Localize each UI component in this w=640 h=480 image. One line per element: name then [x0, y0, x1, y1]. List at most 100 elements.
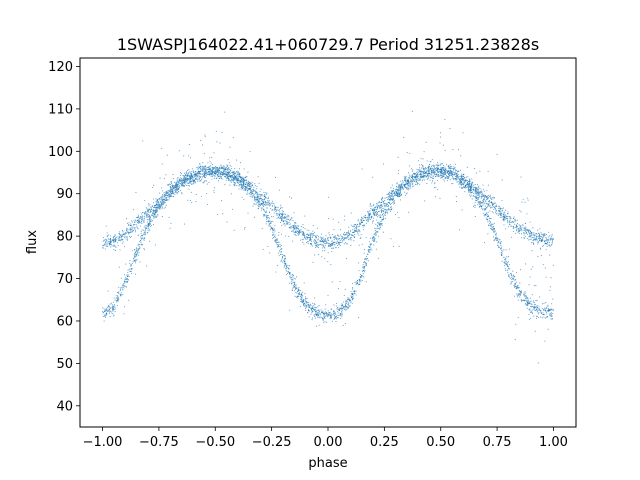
series-1-point: [479, 205, 481, 207]
series-2-point: [279, 216, 281, 218]
series-2-point: [255, 196, 257, 198]
series-2-point: [122, 241, 124, 243]
series-1-point: [362, 266, 364, 268]
series-1-point: [134, 256, 136, 258]
series-2-point: [120, 237, 122, 239]
series-2-point: [467, 176, 469, 178]
series-2-point: [216, 167, 218, 169]
series-1-point: [351, 302, 353, 304]
series-1-point: [349, 300, 351, 302]
series-1-point: [467, 187, 470, 189]
series-1-point: [238, 168, 240, 170]
series-2-point: [147, 209, 149, 211]
series-2-point: [399, 192, 402, 194]
series-1-point: [286, 273, 289, 275]
series-2-point: [506, 212, 508, 215]
series-1-point: [437, 188, 439, 191]
series-2-point: [357, 226, 359, 228]
series-1-point: [482, 209, 484, 211]
series-1-point: [479, 196, 481, 198]
series-2-point: [204, 168, 206, 170]
series-1-point: [426, 183, 428, 185]
series-1-point: [419, 169, 421, 171]
series-1-point: [451, 177, 453, 179]
series-1-point: [341, 314, 343, 316]
series-1-point: [479, 200, 481, 202]
series-1-point: [236, 185, 238, 187]
series-2-point: [472, 188, 474, 191]
series-1-point: [363, 265, 365, 267]
series-2-point: [489, 194, 492, 196]
series-2-point: [130, 236, 132, 238]
series-1-point: [143, 237, 145, 239]
series-1-point: [550, 316, 552, 318]
series-2-point: [177, 191, 179, 193]
series-2-point: [267, 198, 269, 200]
series-1-point: [445, 177, 447, 180]
series-1-point: [271, 228, 273, 230]
series-2-point: [135, 217, 137, 219]
series-2-point: [285, 220, 287, 222]
series-1-point: [354, 292, 356, 294]
series-2-point: [186, 181, 188, 183]
series-2-point: [308, 241, 310, 243]
series-1-point: [243, 228, 246, 230]
series-2-point: [273, 209, 275, 211]
series-1-point: [132, 258, 135, 260]
series-2-point: [391, 194, 393, 196]
series-1-point: [463, 181, 465, 183]
series-1-point: [325, 311, 327, 313]
series-2-point: [124, 234, 126, 236]
series-2-point: [138, 221, 140, 223]
series-2-point: [462, 178, 465, 180]
series-2-point: [287, 218, 290, 220]
series-1-point: [268, 224, 270, 226]
series-1-point: [523, 299, 525, 301]
series-2-point: [331, 233, 333, 236]
series-1-point: [228, 162, 230, 164]
series-2-point: [495, 209, 497, 212]
series-2-point: [436, 173, 438, 175]
series-2-point: [357, 219, 359, 221]
series-2-point: [429, 161, 431, 163]
series-1-point: [365, 262, 367, 264]
series-2-point: [456, 172, 458, 175]
series-1-point: [540, 309, 542, 312]
series-1-point: [533, 303, 535, 305]
series-2-point: [231, 167, 233, 169]
series-2-point: [130, 230, 132, 232]
series-1-point: [118, 293, 120, 295]
series-1-point: [419, 179, 421, 181]
series-1-point: [187, 173, 189, 175]
series-1-point: [386, 211, 388, 213]
series-1-point: [239, 181, 241, 183]
series-1-point: [206, 172, 208, 174]
series-1-point: [461, 209, 463, 211]
series-1-point: [547, 304, 549, 306]
series-1-point: [265, 214, 267, 216]
series-2-point: [261, 199, 263, 201]
series-2-point: [300, 226, 302, 228]
series-2-point: [545, 248, 547, 250]
series-2-point: [245, 185, 247, 187]
series-1-point: [425, 167, 428, 169]
series-2-point: [137, 214, 139, 216]
series-2-point: [506, 215, 508, 217]
series-1-point: [382, 219, 384, 221]
series-1-point: [316, 312, 319, 314]
series-1-point: [174, 189, 176, 191]
series-1-point: [272, 231, 274, 233]
series-2-point: [414, 181, 416, 183]
series-2-point: [226, 172, 228, 174]
series-2-point: [338, 235, 340, 237]
series-2-point: [383, 203, 385, 205]
series-2-point: [266, 192, 268, 194]
series-1-point: [384, 211, 386, 213]
series-2-point: [416, 180, 418, 182]
series-1-point: [458, 178, 460, 180]
series-2-point: [122, 231, 124, 233]
series-1-point: [476, 200, 478, 202]
series-2-point: [248, 183, 251, 185]
